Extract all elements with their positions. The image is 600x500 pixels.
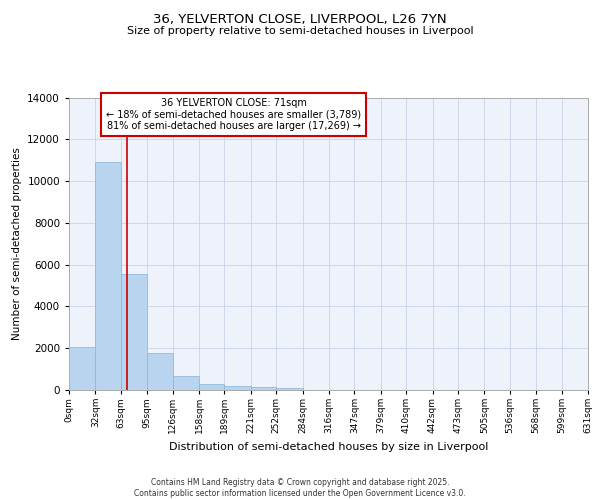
Text: Contains HM Land Registry data © Crown copyright and database right 2025.
Contai: Contains HM Land Registry data © Crown c…: [134, 478, 466, 498]
Text: Size of property relative to semi-detached houses in Liverpool: Size of property relative to semi-detach…: [127, 26, 473, 36]
Bar: [147, 354, 173, 390]
X-axis label: Distribution of semi-detached houses by size in Liverpool: Distribution of semi-detached houses by …: [169, 442, 488, 452]
Bar: [276, 388, 302, 390]
Bar: [95, 162, 121, 390]
Text: 36, YELVERTON CLOSE, LIVERPOOL, L26 7YN: 36, YELVERTON CLOSE, LIVERPOOL, L26 7YN: [153, 12, 447, 26]
Bar: [69, 347, 95, 390]
Text: 36 YELVERTON CLOSE: 71sqm
← 18% of semi-detached houses are smaller (3,789)
81% : 36 YELVERTON CLOSE: 71sqm ← 18% of semi-…: [106, 98, 361, 131]
Bar: [224, 386, 251, 390]
Bar: [251, 387, 276, 390]
Bar: [199, 384, 224, 390]
Bar: [121, 274, 147, 390]
Bar: [173, 376, 199, 390]
Y-axis label: Number of semi-detached properties: Number of semi-detached properties: [11, 148, 22, 340]
